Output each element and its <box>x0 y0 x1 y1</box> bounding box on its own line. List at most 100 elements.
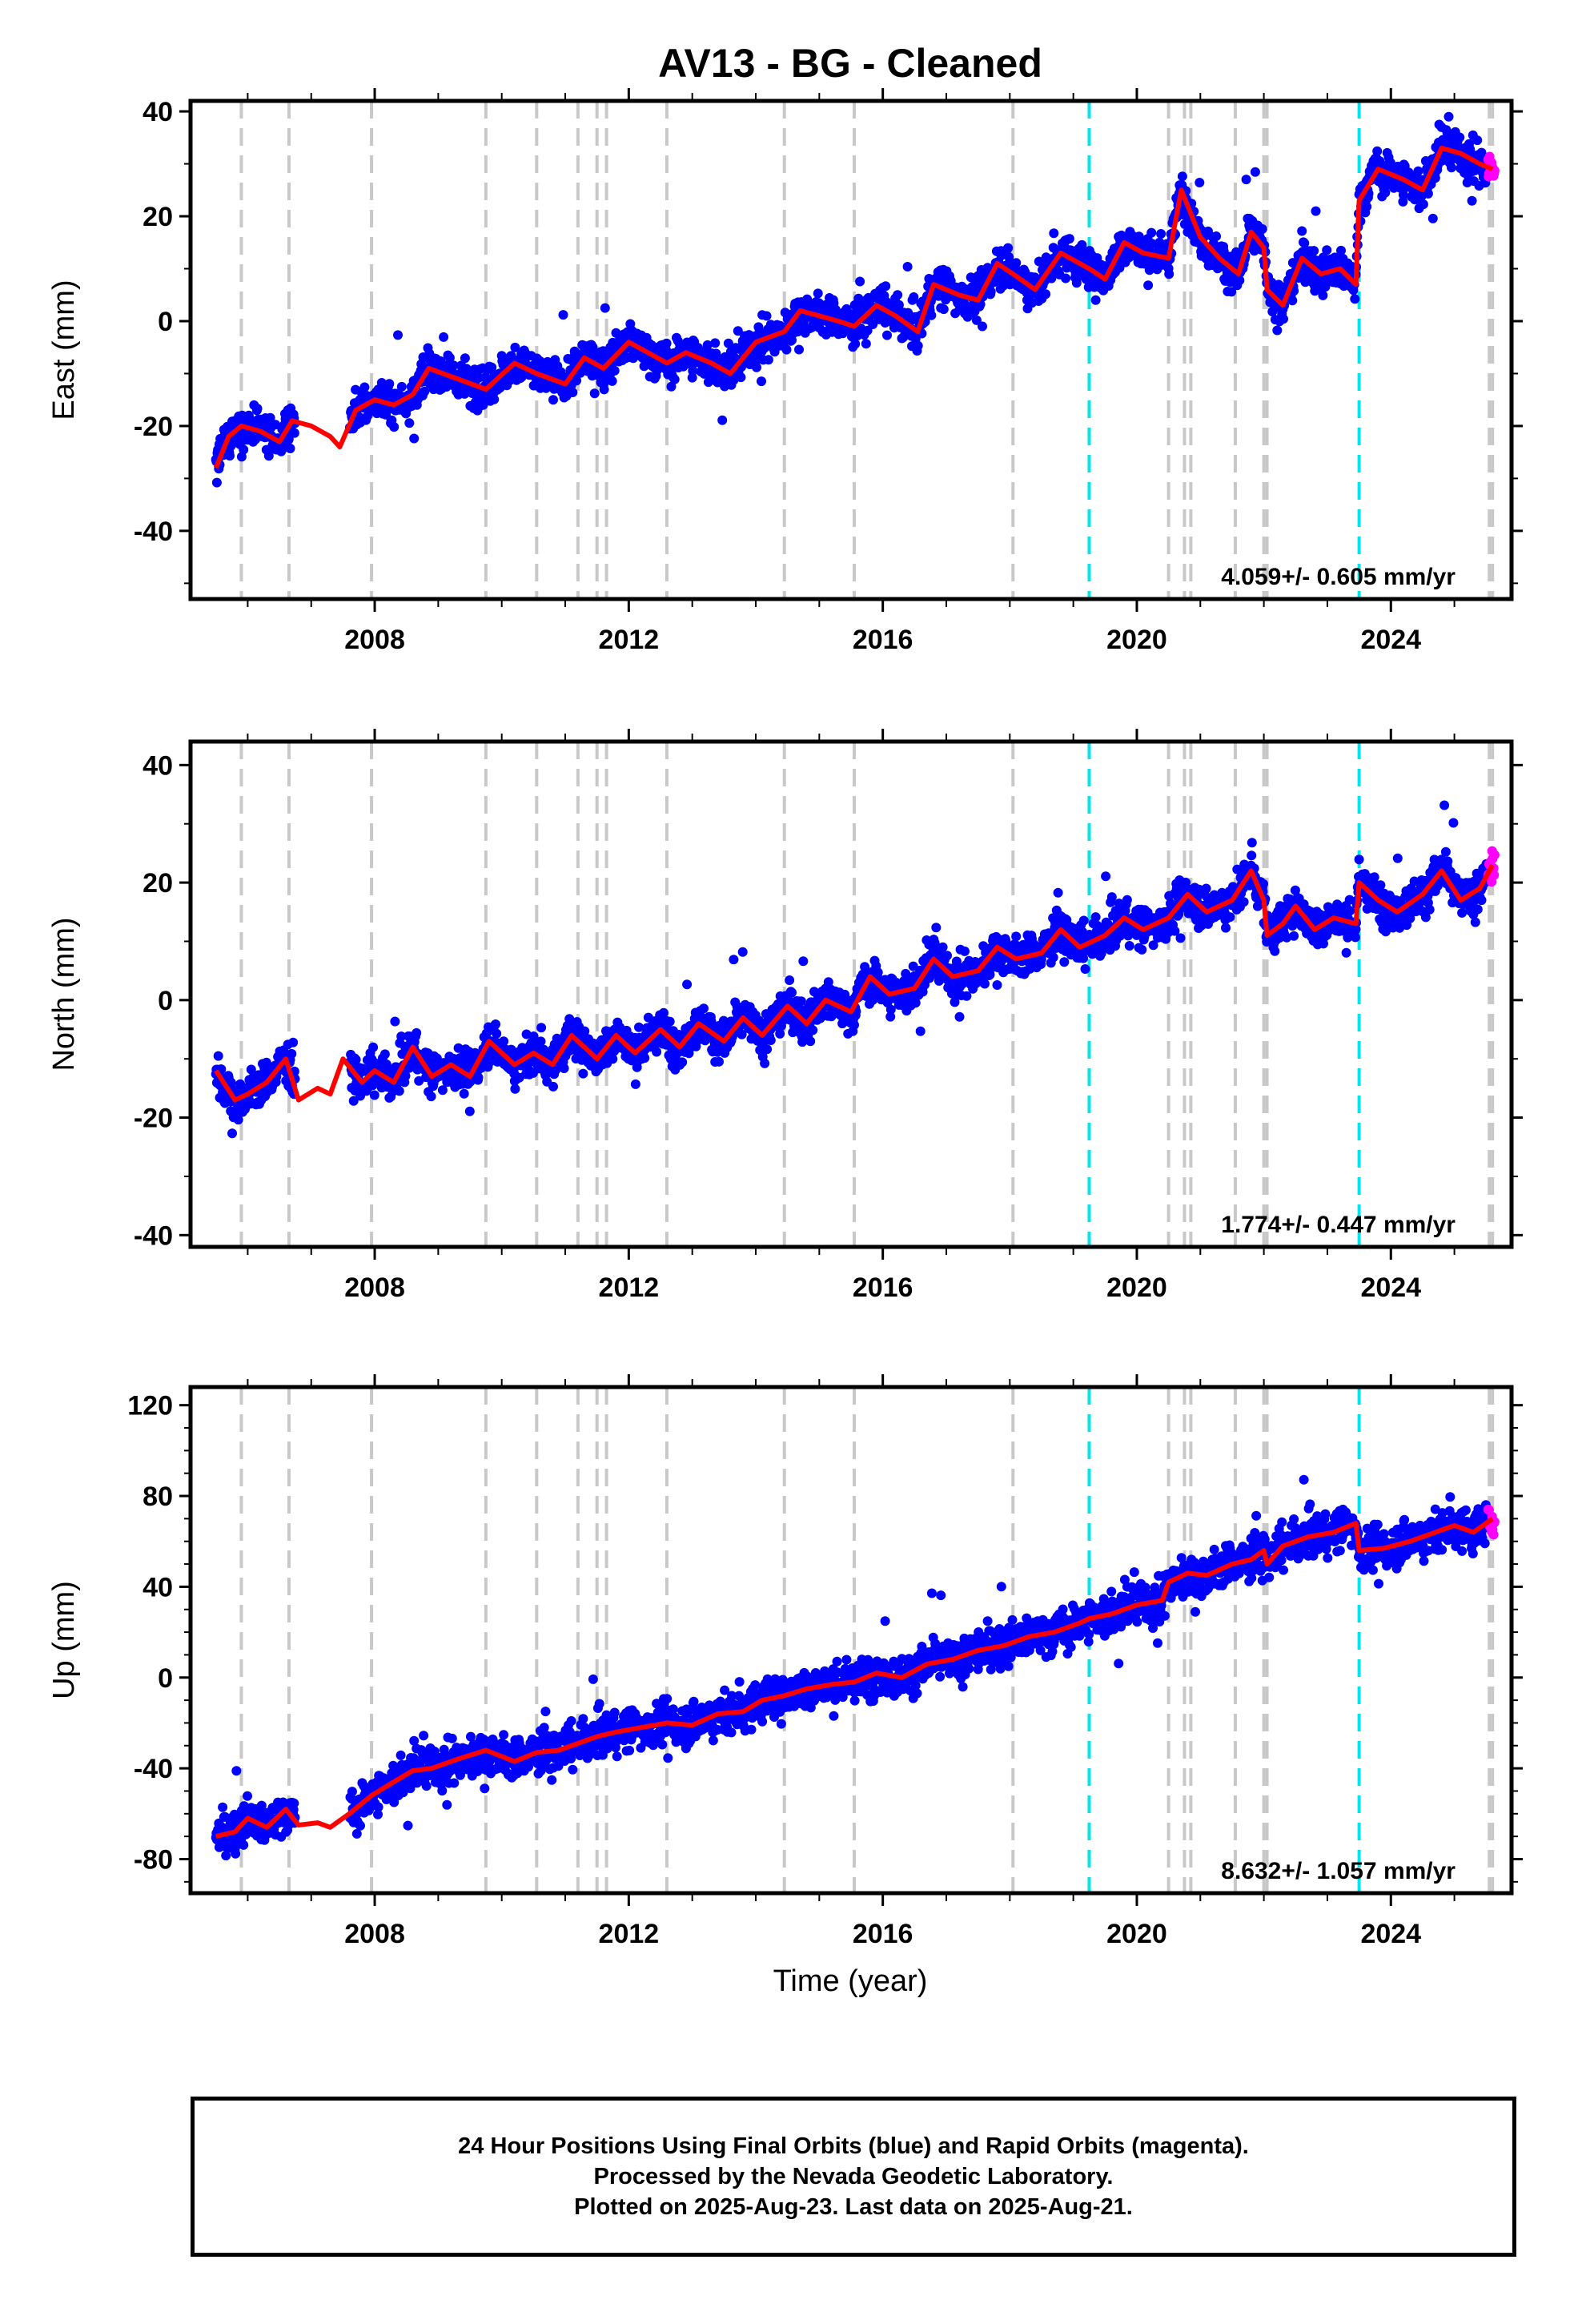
data-point <box>1398 196 1408 207</box>
data-point <box>1090 295 1101 305</box>
data-point <box>528 1031 539 1041</box>
data-point <box>1257 224 1267 234</box>
data-point <box>714 1056 724 1067</box>
model-curve <box>213 145 1494 469</box>
data-point <box>227 1128 237 1139</box>
data-point <box>942 951 952 961</box>
data-point <box>1272 325 1283 336</box>
data-point <box>239 444 249 455</box>
data-point <box>521 1029 532 1039</box>
data-point <box>252 404 263 414</box>
data-point <box>369 1090 379 1100</box>
data-point <box>765 1035 776 1045</box>
x-tick-label: 2024 <box>1360 625 1421 655</box>
data-point <box>492 1028 502 1039</box>
data-point <box>478 400 488 410</box>
data-point <box>404 418 415 428</box>
data-point <box>669 374 680 384</box>
data-point <box>640 1053 650 1063</box>
data-point <box>1227 287 1237 297</box>
data-point <box>226 1077 236 1088</box>
y-tick-label: -40 <box>134 517 173 547</box>
data-point <box>1297 226 1307 236</box>
data-point <box>1046 273 1057 283</box>
data-point <box>1398 190 1408 200</box>
data-point <box>1250 167 1260 177</box>
data-point <box>464 1106 475 1116</box>
data-point <box>1467 195 1477 206</box>
data-point <box>1341 947 1351 958</box>
data-point <box>1279 314 1288 324</box>
data-point <box>710 338 721 348</box>
data-point <box>437 1085 448 1096</box>
data-point <box>1077 239 1087 250</box>
data-point <box>285 444 295 453</box>
data-point <box>796 996 806 1007</box>
data-point <box>608 1054 618 1064</box>
data-point <box>1287 296 1298 306</box>
data-point <box>390 1016 400 1027</box>
data-point <box>1122 895 1132 905</box>
data-point <box>351 1055 361 1065</box>
data-point <box>661 338 672 348</box>
data-point <box>426 1092 436 1102</box>
data-point <box>211 477 222 488</box>
data-point <box>1004 252 1014 262</box>
data-point <box>1362 202 1372 212</box>
data-point <box>717 415 728 425</box>
data-point <box>781 344 792 355</box>
data-point <box>950 997 960 1007</box>
data-point <box>283 434 294 444</box>
data-point <box>882 330 892 340</box>
data-point <box>389 422 400 432</box>
data-point <box>785 975 795 985</box>
data-point <box>954 1011 965 1022</box>
data-point <box>1061 273 1071 283</box>
data-point <box>702 340 713 350</box>
data-point <box>265 412 275 423</box>
y-tick-label: -20 <box>134 412 173 442</box>
data-point <box>971 315 982 325</box>
data-point <box>885 1004 896 1015</box>
y-tick-label: 40 <box>143 97 173 127</box>
data-point <box>775 1028 785 1039</box>
data-point <box>1447 163 1456 173</box>
data-point <box>548 395 558 405</box>
data-point <box>1146 227 1157 238</box>
data-point <box>682 979 693 990</box>
data-point <box>439 332 449 342</box>
data-point <box>1170 926 1180 936</box>
data-point <box>453 1043 464 1053</box>
data-point <box>510 342 520 352</box>
data-point <box>931 923 942 933</box>
data-point <box>1221 923 1231 933</box>
data-point <box>926 310 937 320</box>
data-point <box>760 1058 770 1068</box>
data-point <box>910 998 921 1008</box>
data-point <box>855 276 865 287</box>
data-point <box>1318 290 1328 300</box>
data-point <box>536 1036 546 1047</box>
data-point <box>893 290 903 300</box>
data-point <box>1041 289 1051 300</box>
data-point <box>1156 229 1166 239</box>
data-point <box>396 381 407 392</box>
data-point <box>652 1047 662 1057</box>
data-point <box>379 1049 390 1059</box>
data-point <box>580 1026 590 1036</box>
data-point <box>368 1042 379 1052</box>
data-point <box>348 1096 359 1106</box>
data-point <box>1413 166 1423 176</box>
data-point <box>233 1115 243 1125</box>
data-point <box>850 339 861 349</box>
data-point <box>1350 932 1360 943</box>
data-point <box>1201 883 1211 894</box>
data-point <box>1354 854 1364 865</box>
data-point <box>1106 892 1117 903</box>
data-point <box>1225 912 1235 923</box>
data-point <box>736 372 746 383</box>
data-point <box>510 1084 520 1094</box>
data-point <box>460 353 470 364</box>
data-point <box>459 1088 469 1099</box>
